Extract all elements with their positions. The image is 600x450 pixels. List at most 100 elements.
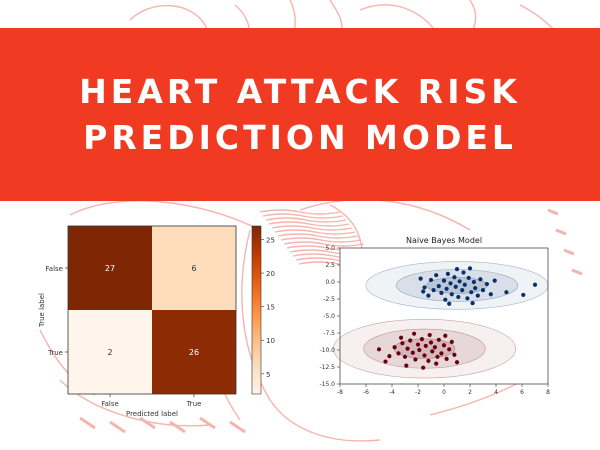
sketch-dash — [229, 420, 246, 434]
x-tick-label: 4 — [494, 389, 498, 396]
data-point — [532, 282, 538, 287]
sketch-dash — [169, 420, 186, 434]
data-point — [421, 289, 426, 294]
data-point — [434, 361, 439, 366]
data-point — [473, 286, 478, 291]
data-point — [430, 349, 435, 354]
data-point — [405, 346, 410, 351]
sketch-hatch — [283, 241, 365, 247]
data-point — [399, 335, 404, 340]
sketch-dash — [547, 208, 559, 216]
data-point — [421, 365, 426, 370]
data-point — [456, 294, 461, 300]
title-line-2: PREDICTION MODEL — [83, 117, 517, 157]
data-point — [447, 347, 452, 352]
y-tick-label: True — [47, 349, 63, 357]
data-point — [443, 333, 448, 338]
data-point — [445, 271, 450, 276]
data-point — [419, 337, 424, 342]
x-tick-label: 6 — [520, 389, 524, 396]
matrix-cell-value: 27 — [105, 264, 115, 273]
x-axis-label: Predicted label — [126, 410, 178, 418]
x-tick-label: -6 — [363, 389, 369, 396]
sketch-dash — [199, 416, 216, 430]
colorbar-tick-label: 15 — [266, 304, 275, 312]
data-point — [448, 281, 453, 286]
x-tick-label: False — [101, 400, 119, 408]
x-tick-label: -2 — [415, 389, 421, 396]
plot-frame — [339, 247, 549, 385]
data-point — [439, 290, 444, 295]
data-point — [410, 350, 415, 355]
data-point — [452, 352, 457, 357]
data-point — [415, 342, 421, 347]
data-point — [443, 297, 448, 302]
data-point — [413, 357, 418, 362]
data-point — [426, 358, 431, 363]
data-point — [428, 340, 434, 345]
data-point — [423, 343, 428, 349]
y-tick-label: -2.5 — [323, 296, 335, 303]
data-point — [418, 276, 423, 281]
y-tick-label: -10.0 — [319, 347, 335, 354]
sketch-dash — [555, 228, 567, 236]
colorbar-tick-label: 5 — [266, 371, 270, 379]
data-point — [471, 279, 476, 285]
sketch-hatch — [262, 213, 344, 219]
data-point — [492, 278, 497, 283]
data-point — [488, 292, 493, 297]
data-point — [427, 332, 432, 338]
data-point — [444, 286, 449, 291]
data-point — [441, 278, 447, 283]
matrix-cell — [68, 310, 152, 394]
y-tick-label: 5.0 — [325, 245, 335, 252]
data-point — [449, 339, 454, 344]
data-point — [428, 277, 434, 283]
data-point — [521, 292, 526, 298]
data-point — [441, 343, 447, 348]
y-tick-label: 0.0 — [325, 279, 335, 286]
data-point — [376, 347, 382, 352]
data-point — [454, 266, 460, 272]
data-point — [469, 290, 474, 295]
colorbar-tick-label: 25 — [266, 236, 275, 244]
data-point — [462, 282, 467, 287]
matrix-cell-value: 6 — [191, 264, 196, 273]
data-point — [434, 273, 439, 278]
title-line-1: HEART ATTACK RISK — [79, 71, 521, 111]
data-point — [412, 331, 417, 336]
data-point — [461, 270, 466, 275]
x-tick-label: -8 — [337, 389, 343, 396]
data-point — [404, 363, 409, 368]
data-point — [484, 281, 489, 287]
data-point — [447, 301, 452, 306]
x-tick-label: -4 — [389, 389, 395, 396]
sketch-path — [241, 229, 381, 442]
data-point — [408, 338, 413, 343]
chart-title: Naive Bayes Model — [406, 236, 482, 245]
sketch-hatch — [277, 233, 359, 239]
data-point — [480, 288, 486, 293]
data-point — [422, 285, 427, 290]
data-point — [439, 351, 444, 356]
data-point — [452, 275, 457, 280]
data-point — [436, 337, 441, 342]
colorbar-tick-label: 20 — [266, 270, 275, 278]
confusion-matrix-chart: 27 6 2 26 False True False True Predicted label T… — [38, 225, 275, 418]
data-point — [422, 353, 427, 358]
x-tick-label: True — [186, 400, 202, 408]
sketch-path — [69, 200, 261, 231]
sketch-dash — [571, 268, 583, 276]
data-point — [387, 354, 392, 359]
data-point — [417, 347, 422, 353]
data-point — [478, 277, 483, 282]
sketch-dash — [79, 416, 96, 430]
matrix-cell — [68, 226, 152, 310]
data-point — [436, 283, 441, 289]
data-point — [466, 275, 471, 281]
data-point — [396, 351, 401, 356]
y-tick-label: -12.5 — [319, 364, 335, 371]
y-tick-label: 2.5 — [325, 262, 335, 269]
data-point — [402, 354, 408, 359]
y-axis-label: True label — [38, 293, 46, 328]
